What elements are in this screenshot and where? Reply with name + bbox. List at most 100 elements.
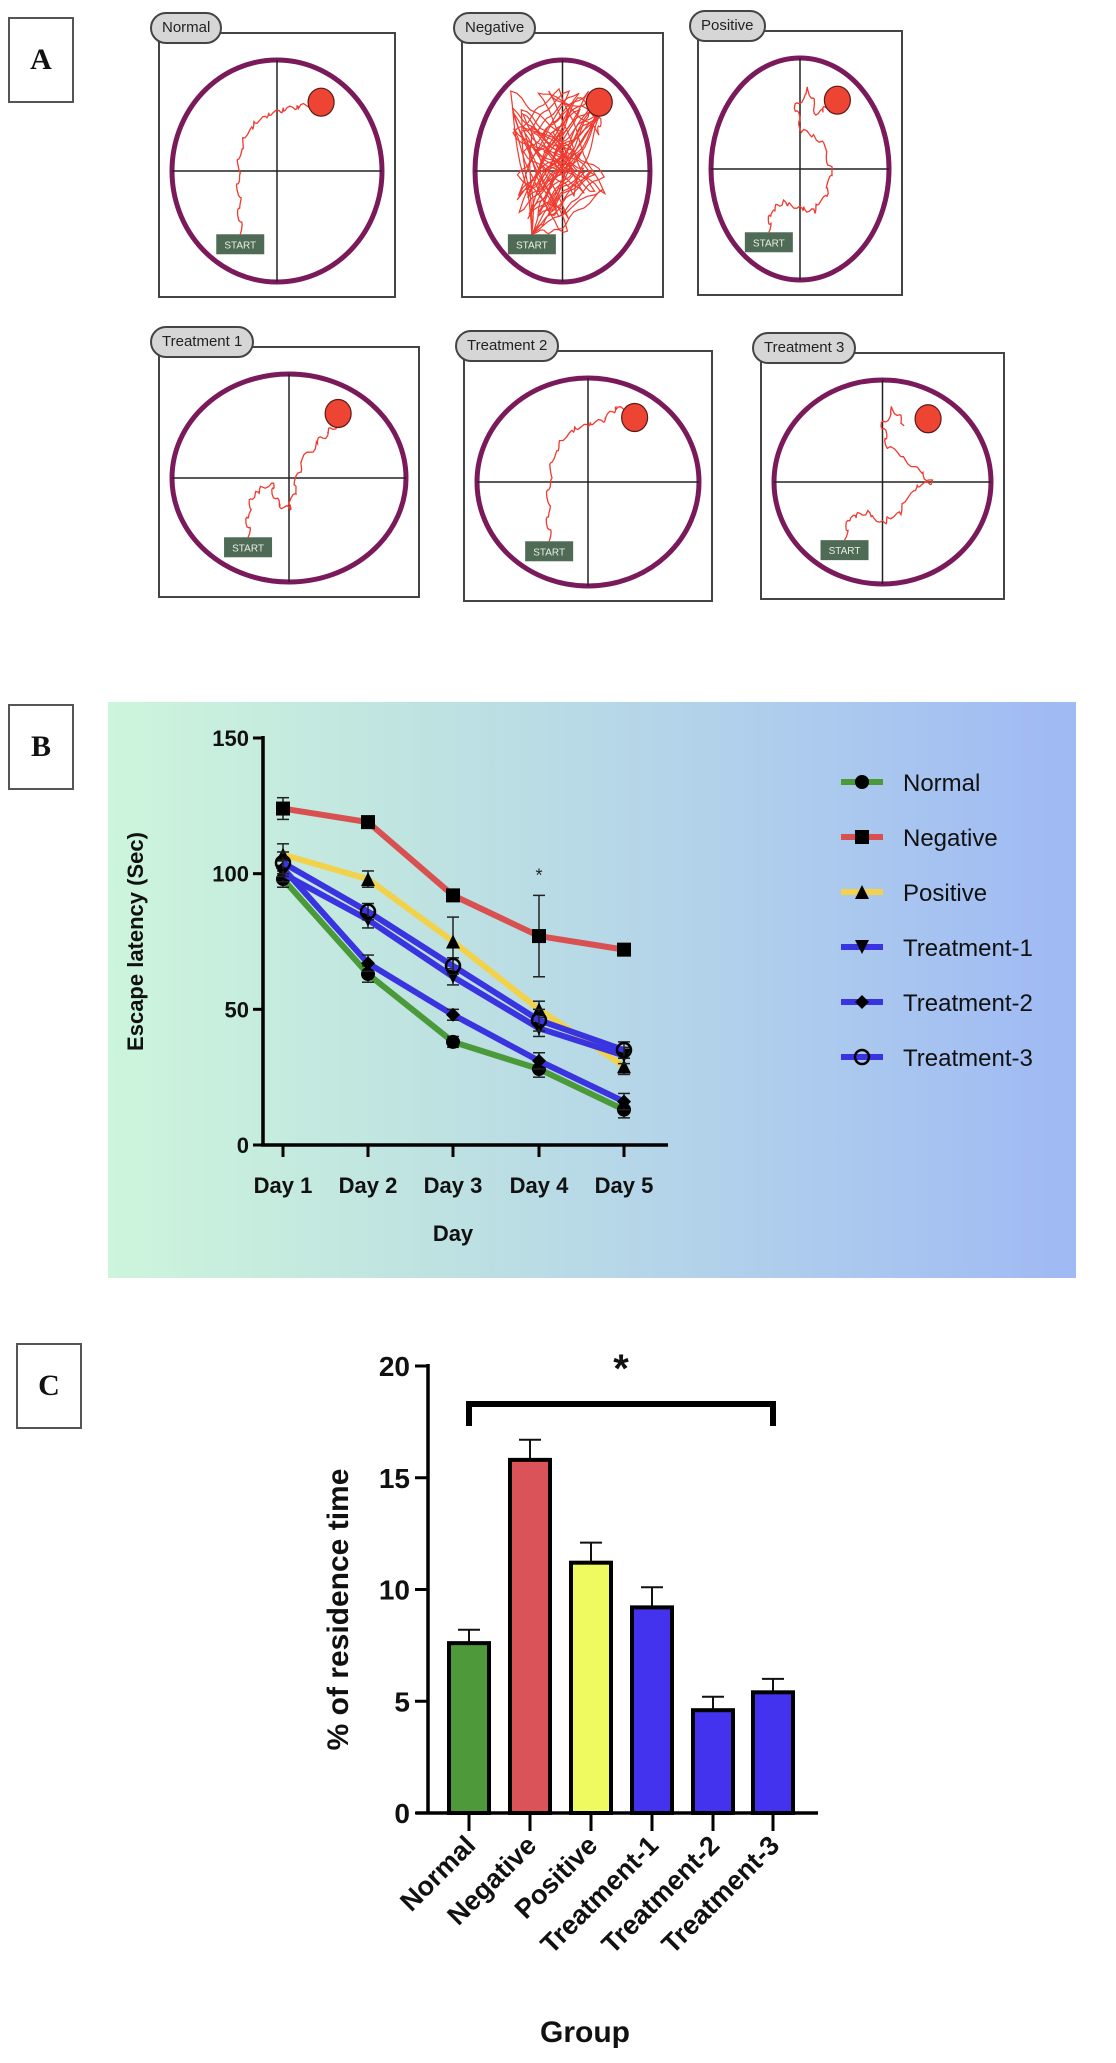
bar <box>569 1560 613 1815</box>
platform-marker <box>324 398 352 429</box>
marker-open-circle <box>444 957 462 975</box>
swim-path <box>246 421 342 537</box>
swim-path-group <box>511 89 605 234</box>
legend-label: Treatment-3 <box>903 1045 1033 1072</box>
platform-marker <box>914 404 942 434</box>
start-box <box>216 234 265 255</box>
y-axis-title: Escape latency (Sec) <box>123 832 148 1051</box>
maze-drawing: START <box>463 350 713 602</box>
x-axis-title: Day <box>433 1221 474 1246</box>
marker-diamond <box>361 956 375 971</box>
marker-square <box>446 888 460 903</box>
panel-label-a: A <box>8 17 74 103</box>
significance-asterisk: * <box>535 865 542 885</box>
panel-label-c: C <box>16 1343 82 1429</box>
start-box <box>507 234 556 255</box>
legend-item: Normal <box>841 770 980 797</box>
start-label: START <box>533 547 565 558</box>
y-tick-label: 0 <box>394 1798 410 1829</box>
swim-path <box>514 108 604 235</box>
legend-label: Normal <box>903 770 980 797</box>
maze-group-label: Treatment 3 <box>752 332 857 364</box>
swim-path <box>513 89 604 234</box>
marker-triangle-up <box>446 934 460 949</box>
start-box <box>820 540 869 561</box>
start-label: START <box>753 238 785 249</box>
swim-path <box>845 407 933 541</box>
series-treatment-2 <box>276 859 631 1111</box>
panel-c-residence-time-chart: 0 5 10 15 20% of residence time Normal Negativ… <box>0 1300 1116 2058</box>
bar-group-normal: Normal <box>394 1628 491 1917</box>
maze-drawing: START <box>158 346 420 598</box>
marker-square <box>855 830 869 844</box>
start-label: START <box>224 240 256 251</box>
y-tick-label: 0 <box>237 1133 249 1158</box>
maze-group-label: Negative <box>453 12 537 44</box>
swim-path <box>236 103 313 235</box>
legend-item: Positive <box>841 880 987 907</box>
y-tick-label: 50 <box>225 997 249 1022</box>
marker-open-circle <box>615 1041 633 1059</box>
panel-label-b: B <box>8 704 74 790</box>
legend-label: Positive <box>903 880 987 907</box>
platform-marker <box>621 402 649 433</box>
maze-panel-treatment-3: START Treatment 3 <box>752 332 1005 600</box>
start-box <box>744 232 793 253</box>
start-label: START <box>516 240 548 251</box>
marker-square <box>617 942 631 957</box>
x-tick-label: Day 5 <box>595 1173 654 1198</box>
bar <box>751 1690 795 1815</box>
marker-diamond <box>532 1053 546 1068</box>
maze-panel-negative: START Negative <box>453 12 664 298</box>
marker-circle <box>361 967 375 982</box>
bar <box>508 1457 552 1815</box>
maze-drawing: START <box>708 30 903 296</box>
bar <box>447 1641 491 1816</box>
maze-panel-positive: START Positive <box>689 10 903 296</box>
x-axis-title: Group <box>540 2016 630 2049</box>
marker-square <box>361 815 375 830</box>
x-tick-label: Day 1 <box>254 1173 313 1198</box>
marker-circle <box>855 775 869 789</box>
swim-path-group <box>236 103 313 235</box>
x-tick-label: Day 3 <box>424 1173 483 1198</box>
marker-open-circle <box>274 854 292 872</box>
platform-marker <box>585 87 613 117</box>
maze-group-label: Positive <box>689 10 766 42</box>
legend-item: Treatment-1 <box>841 935 1033 962</box>
swim-path-group <box>845 407 933 541</box>
legend-label: Treatment-2 <box>903 990 1033 1017</box>
y-tick-label: 150 <box>212 726 249 751</box>
marker-open-circle <box>530 1011 548 1029</box>
maze-drawing: START <box>461 32 664 298</box>
marker-diamond <box>855 995 869 1009</box>
platform-marker <box>823 85 851 115</box>
start-label: START <box>232 543 264 554</box>
marker-triangle-down <box>855 940 869 954</box>
legend-item: Negative <box>841 825 998 852</box>
y-tick-label: 10 <box>379 1575 410 1606</box>
bar <box>630 1605 674 1815</box>
marker-circle <box>446 1034 460 1049</box>
maze-panel-treatment-2: START Treatment 2 <box>455 330 713 602</box>
series-negative <box>276 796 631 978</box>
series-treatment-3 <box>274 851 633 1059</box>
y-tick-label: 100 <box>212 862 249 887</box>
y-axis-title: % of residence time <box>322 1469 355 1751</box>
legend: Normal Negative Positive Treatment-1 Treatme… <box>841 770 1033 1072</box>
marker-triangle-up <box>617 1059 631 1074</box>
legend-label: Negative <box>903 825 998 852</box>
marker-square <box>276 801 290 816</box>
bar <box>691 1708 735 1815</box>
significance-asterisk: * <box>613 1347 629 1391</box>
maze-drawing: START <box>771 352 1005 600</box>
marker-triangle-up <box>855 885 869 899</box>
swim-path-group <box>246 421 342 537</box>
legend-label: Treatment-1 <box>903 935 1033 962</box>
marker-diamond <box>446 1007 460 1022</box>
platform-marker <box>307 87 335 117</box>
y-tick-label: 5 <box>394 1686 410 1717</box>
y-tick-label: 20 <box>379 1351 410 1382</box>
significance-bracket <box>466 1401 776 1426</box>
x-tick-label: Day 4 <box>510 1173 569 1198</box>
